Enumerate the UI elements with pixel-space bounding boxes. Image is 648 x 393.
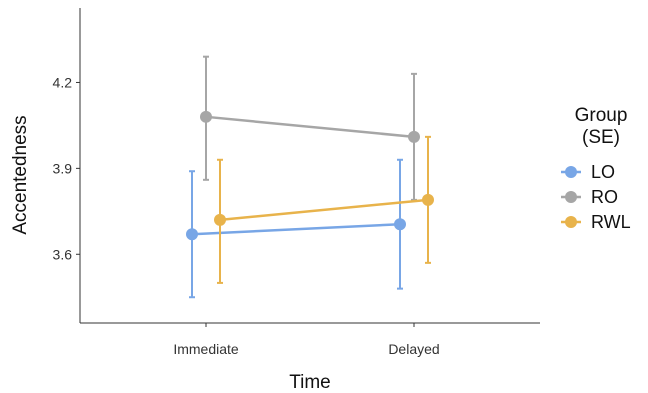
legend: Group (SE) LO RO RWL [561, 105, 631, 232]
series-lo [186, 158, 406, 299]
data-point [394, 218, 406, 231]
data-point [200, 110, 212, 123]
x-tick-label: Immediate [173, 341, 239, 357]
data-point [214, 213, 226, 226]
x-tick-label: Delayed [388, 341, 439, 357]
legend-label: RO [591, 187, 618, 207]
legend-item-ro: RO [561, 187, 618, 207]
legend-label: LO [591, 162, 615, 182]
data-point [408, 130, 420, 143]
legend-item-rwl: RWL [561, 212, 631, 232]
x-ticks: Immediate Delayed [173, 323, 440, 357]
series-line [191, 222, 401, 236]
legend-key-point [565, 166, 577, 178]
legend-key-point [565, 216, 577, 228]
x-axis-title: Time [289, 372, 331, 393]
series-rwl [214, 135, 434, 284]
series-ro [200, 55, 420, 201]
legend-title-line-2: (SE) [582, 127, 620, 148]
y-tick-label: 3.6 [53, 246, 73, 262]
series-line [219, 198, 429, 222]
y-ticks: 3.6 3.9 4.2 [53, 74, 80, 262]
series-layer [186, 55, 434, 299]
legend-items: LO RO RWL [561, 162, 631, 232]
legend-title-line-1: Group [575, 105, 628, 126]
data-point [186, 228, 198, 241]
axes [79, 8, 540, 324]
data-point [422, 193, 434, 206]
y-tick-label: 4.2 [53, 74, 73, 90]
y-axis-title: Accentedness [10, 115, 31, 234]
legend-label: RWL [591, 212, 631, 232]
y-tick-label: 3.9 [53, 160, 73, 176]
legend-item-lo: LO [561, 162, 615, 182]
legend-key-point [565, 191, 577, 203]
series-line [205, 115, 415, 139]
